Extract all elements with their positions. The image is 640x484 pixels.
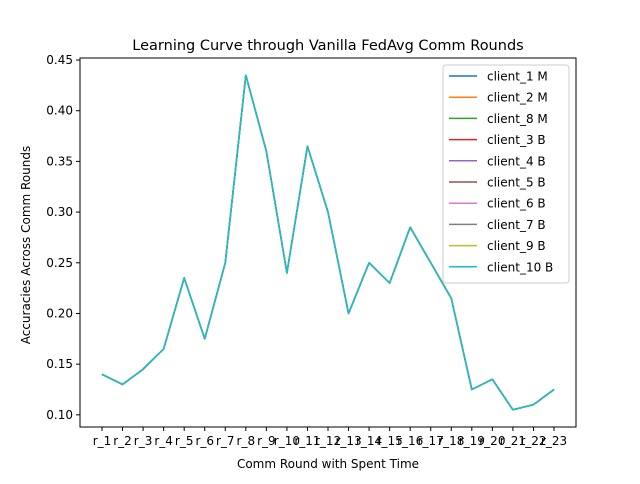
- chart-title: Learning Curve through Vanilla FedAvg Co…: [132, 38, 523, 54]
- x-tick-label: r_16: [397, 434, 423, 448]
- legend-label: client_1 M: [487, 70, 548, 84]
- y-tick-label: 0.20: [46, 306, 73, 320]
- legend-label: client_5 B: [487, 176, 546, 190]
- x-tick-label: r_21: [500, 434, 526, 448]
- x-tick-label: r_20: [479, 434, 505, 448]
- x-tick-label: r_10: [274, 434, 300, 448]
- x-axis-label: Comm Round with Spent Time: [237, 457, 419, 471]
- series-line-10: [101, 74, 555, 411]
- legend: [442, 64, 570, 284]
- legend-label: client_6 B: [487, 197, 546, 211]
- x-tick-label: r_22: [520, 434, 546, 448]
- x-tick-label: r_23: [541, 434, 567, 448]
- x-tick-label: r_1: [93, 434, 112, 448]
- legend-label: client_2 M: [487, 91, 548, 105]
- x-tick-label: r_19: [459, 434, 485, 448]
- x-tick-label: r_6: [195, 434, 214, 448]
- legend-label: client_7 B: [487, 218, 546, 232]
- x-tick-label: r_4: [154, 434, 173, 448]
- x-tick-label: r_8: [237, 434, 256, 448]
- y-tick-label: 0.40: [46, 104, 73, 118]
- legend-label: client_10 B: [487, 260, 553, 274]
- legend-label: client_4 B: [487, 154, 546, 168]
- x-tick-label: r_5: [175, 434, 194, 448]
- y-tick-label: 0.10: [46, 408, 73, 422]
- x-tick-label: r_9: [257, 434, 276, 448]
- x-tick-label: r_12: [315, 434, 341, 448]
- x-tick-label: r_18: [438, 434, 464, 448]
- x-tick-label: r_14: [356, 434, 382, 448]
- x-tick-label: r_2: [113, 434, 132, 448]
- x-tick-label: r_7: [216, 434, 235, 448]
- legend-label: client_8 M: [487, 112, 548, 126]
- y-tick-label: 0.25: [46, 256, 73, 270]
- y-axis-label: Accuracies Across Comm Rounds: [19, 146, 33, 345]
- x-tick-label: r_15: [377, 434, 403, 448]
- x-tick-label: r_3: [134, 434, 153, 448]
- x-tick-label: r_11: [294, 434, 320, 448]
- y-tick-label: 0.35: [46, 154, 73, 168]
- y-tick-label: 0.15: [46, 357, 73, 371]
- y-tick-label: 0.30: [46, 205, 73, 219]
- y-tick-label: 0.45: [46, 53, 73, 67]
- x-tick-label: r_13: [335, 434, 361, 448]
- legend-label: client_3 B: [487, 133, 546, 147]
- x-tick-label: r_17: [418, 434, 444, 448]
- legend-label: client_9 B: [487, 239, 546, 253]
- plot-frame: [79, 57, 577, 428]
